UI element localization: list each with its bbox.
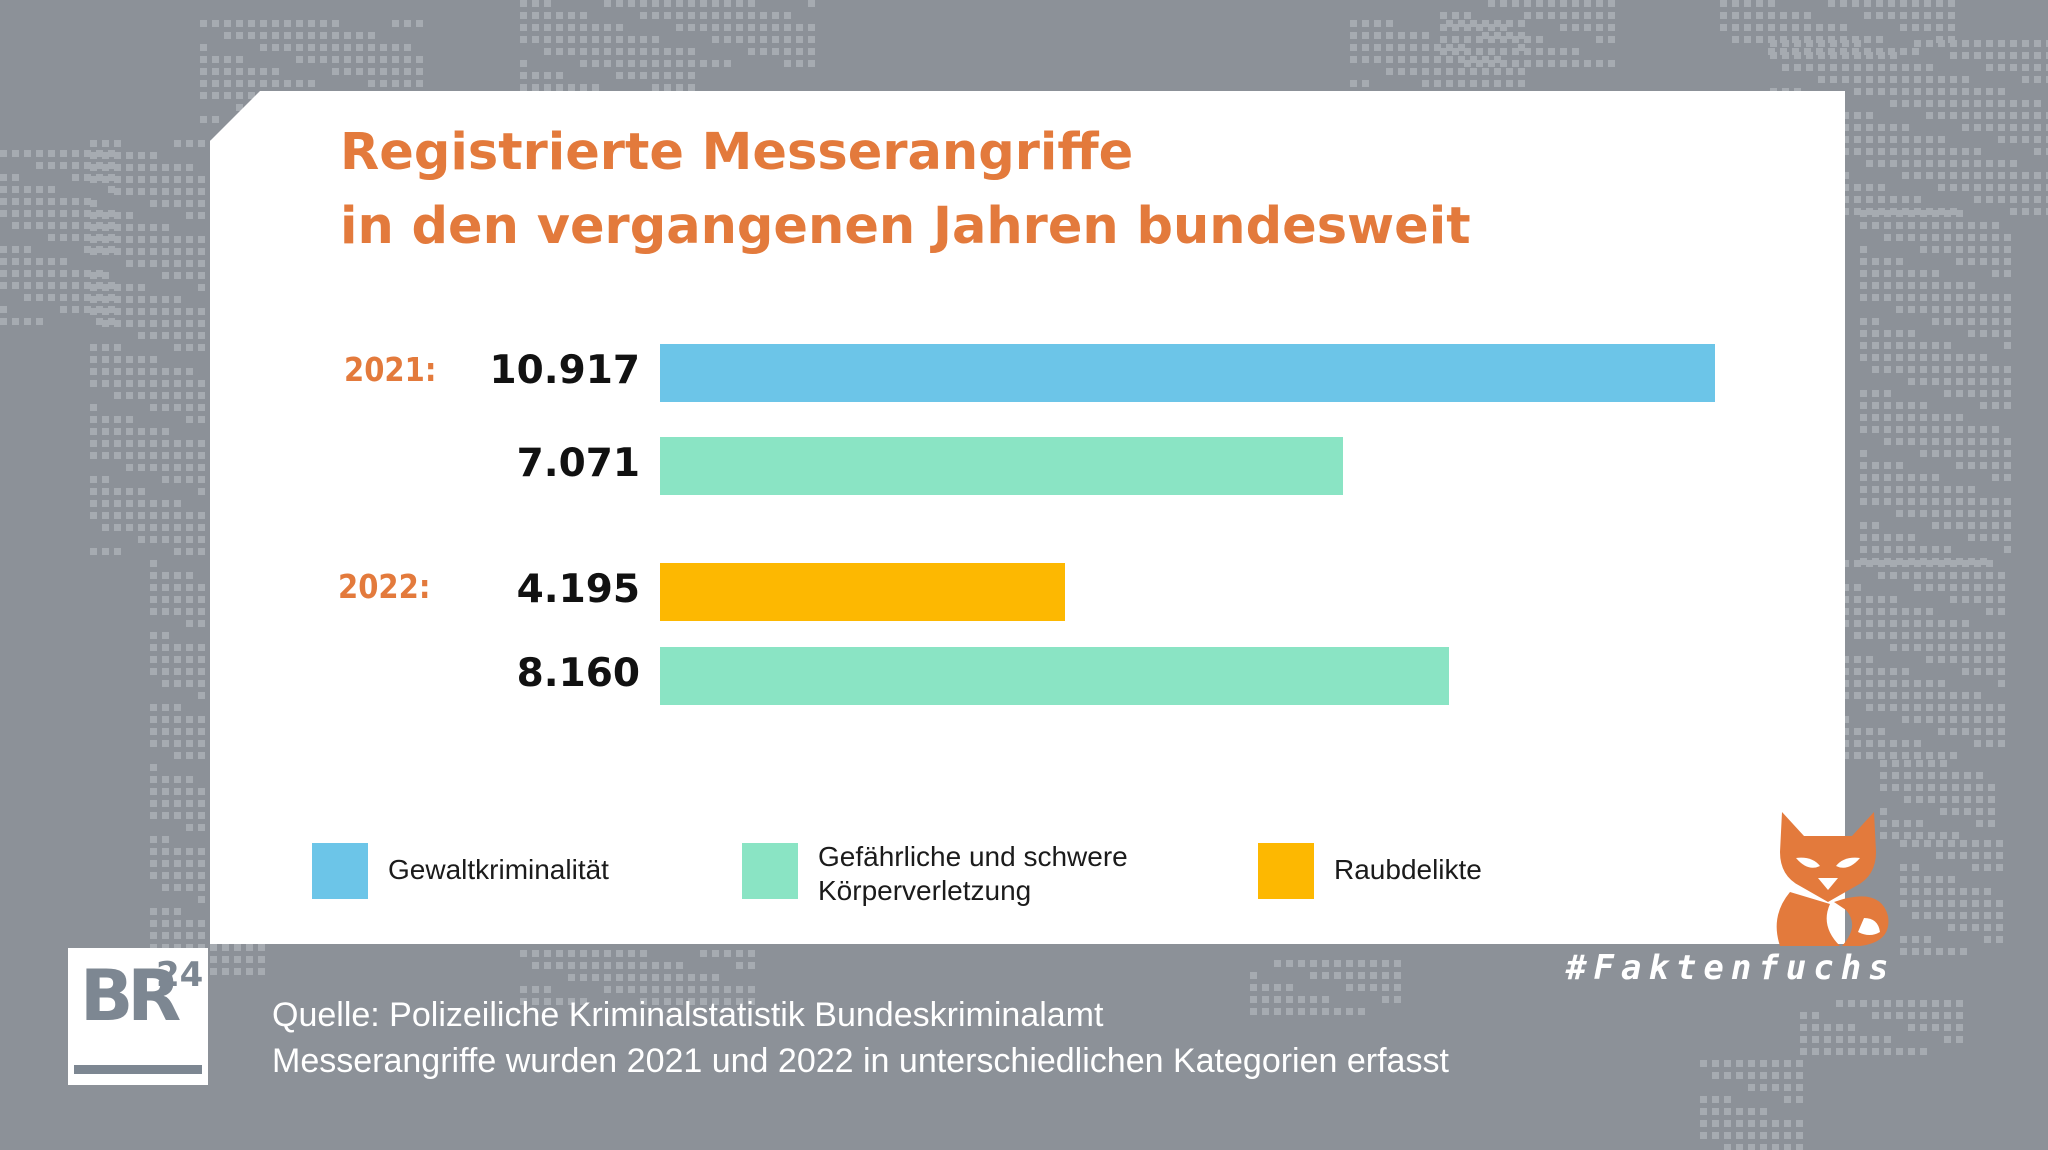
- legend-swatch: [742, 843, 798, 899]
- year-label: 2022:: [338, 567, 431, 606]
- br24-logo: BR: [80, 955, 181, 1037]
- source-line-1: Quelle: Polizeiliche Kriminalstatistik B…: [272, 996, 1104, 1034]
- chart-title-line-1: Registrierte Messerangriffe: [340, 123, 1134, 182]
- legend-label-line: Raubdelikte: [1334, 854, 1482, 885]
- legend-label-line: Körperverletzung: [818, 875, 1032, 906]
- legend-swatch: [312, 843, 368, 899]
- bar: [660, 647, 1449, 705]
- chart-card: [210, 91, 1845, 944]
- bar: [660, 563, 1065, 621]
- bar-value-label: 7.071: [516, 441, 640, 486]
- chart-title-line-2: in den vergangenen Jahren bundesweit: [340, 197, 1471, 256]
- faktenfuchs-hashtag: #Faktenfuchs: [1566, 948, 1896, 988]
- bar-value-label: 8.160: [516, 651, 640, 696]
- br24-logo-superscript: 24: [156, 955, 204, 995]
- br24-logo-underline: [74, 1065, 202, 1074]
- year-label: 2021:: [344, 350, 437, 389]
- bar: [660, 344, 1715, 402]
- bar-value-label: 4.195: [516, 567, 640, 612]
- chart-title: Registrierte Messerangriffe in den verga…: [340, 116, 1471, 264]
- fox-mascot-icon: [1776, 812, 1889, 946]
- legend-label-line: Gefährliche und schwere: [818, 841, 1128, 872]
- legend-label-line: Gewaltkriminalität: [388, 854, 609, 885]
- source-line-2: Messerangriffe wurden 2021 und 2022 in u…: [272, 1042, 1449, 1080]
- legend-label: Raubdelikte: [1334, 853, 1482, 887]
- bar-value-label: 10.917: [489, 348, 641, 393]
- legend-label: Gefährliche und schwere Körperverletzung: [818, 840, 1128, 908]
- legend-label: Gewaltkriminalität: [388, 853, 609, 887]
- legend-swatch: [1258, 843, 1314, 899]
- br24-logo-box: [68, 948, 208, 1085]
- bar: [660, 437, 1343, 495]
